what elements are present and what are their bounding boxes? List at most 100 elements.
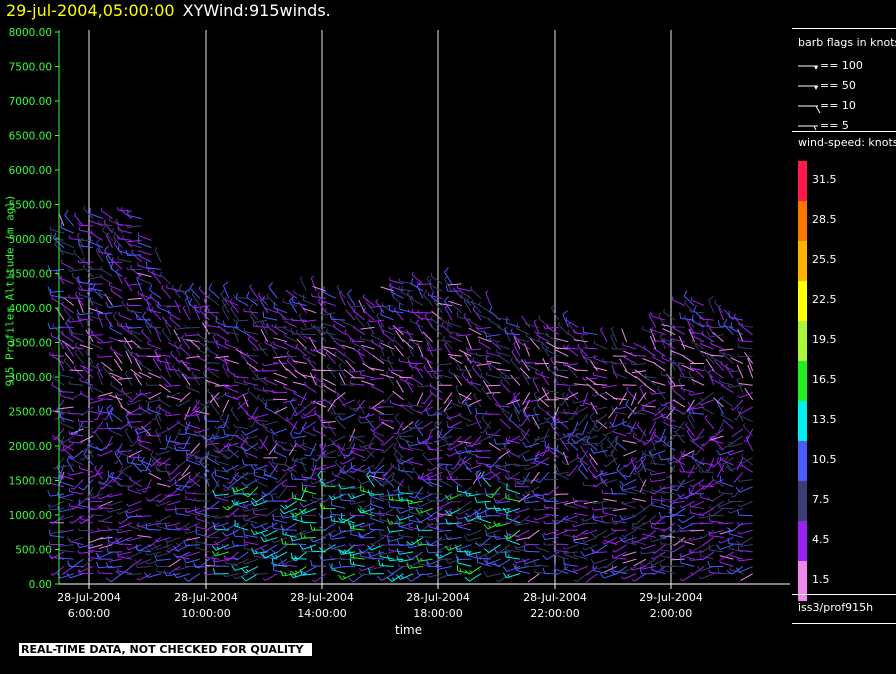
barb-staff bbox=[310, 277, 317, 292]
wind-barb bbox=[79, 558, 94, 569]
wind-barb bbox=[120, 206, 133, 220]
wind-barb bbox=[250, 522, 268, 529]
barb-staff bbox=[156, 305, 171, 307]
barb-half-feather bbox=[456, 511, 460, 515]
barb-staff bbox=[284, 335, 298, 343]
barb-staff bbox=[99, 293, 113, 299]
barb-half-feather bbox=[230, 305, 233, 309]
barb-staff bbox=[129, 558, 142, 568]
barb-half-feather bbox=[481, 415, 485, 419]
wind-barb bbox=[183, 573, 201, 582]
barb-half-feather bbox=[90, 230, 93, 234]
wind-barb bbox=[405, 378, 414, 393]
barb-half-feather bbox=[161, 284, 164, 288]
wind-barb bbox=[225, 508, 239, 518]
barb-half-feather bbox=[295, 329, 298, 333]
wind-barb bbox=[77, 276, 94, 285]
wind-barb bbox=[247, 387, 259, 401]
barb-staff bbox=[60, 241, 74, 249]
wind-barb bbox=[310, 323, 326, 328]
barb-half-feather bbox=[471, 299, 474, 303]
barb-half-feather bbox=[264, 538, 268, 542]
barb-staff bbox=[185, 536, 200, 541]
wind-barb bbox=[60, 238, 74, 249]
barb-staff bbox=[168, 565, 181, 575]
wind-barb bbox=[184, 551, 200, 557]
barb-feather bbox=[175, 487, 182, 491]
wind-barb bbox=[172, 363, 181, 379]
wind-barb bbox=[310, 348, 326, 352]
barb-half-feather bbox=[167, 479, 171, 482]
barb-staff bbox=[362, 362, 375, 372]
wind-barb bbox=[66, 572, 84, 579]
barb-half-feather bbox=[417, 533, 420, 537]
barb-feather bbox=[242, 458, 245, 465]
barb-half-feather bbox=[52, 437, 56, 441]
barb-staff bbox=[225, 343, 239, 350]
wind-barb bbox=[321, 421, 336, 424]
barb-staff bbox=[311, 326, 326, 328]
barb-staff bbox=[69, 268, 84, 272]
barb-staff bbox=[234, 565, 249, 571]
wind-barb bbox=[137, 534, 152, 538]
barb-staff bbox=[157, 500, 171, 507]
wind-barb bbox=[77, 259, 94, 264]
barb-feather bbox=[311, 457, 317, 462]
wind-barb bbox=[235, 322, 249, 336]
wind-barb bbox=[127, 243, 142, 249]
barb-feather bbox=[47, 265, 51, 272]
wind-barb bbox=[117, 464, 133, 473]
barb-staff bbox=[350, 305, 365, 308]
barb-staff bbox=[438, 363, 453, 366]
barb-half-feather bbox=[155, 432, 159, 436]
barb-half-feather bbox=[270, 341, 274, 345]
wind-barb bbox=[218, 414, 230, 428]
wind-barb bbox=[129, 435, 142, 447]
barb-half-feather bbox=[97, 395, 100, 399]
wind-barb bbox=[68, 330, 84, 336]
barb-feather bbox=[264, 401, 267, 408]
barb-half-feather bbox=[255, 530, 258, 534]
barb-half-feather bbox=[407, 309, 410, 313]
barb-half-feather bbox=[475, 490, 478, 494]
barb-staff bbox=[496, 344, 511, 350]
barb-feather bbox=[150, 449, 155, 456]
barb-staff bbox=[292, 435, 307, 439]
barb-staff bbox=[179, 346, 191, 357]
barb-staff bbox=[438, 463, 453, 466]
wind-barb bbox=[444, 544, 462, 551]
barb-staff bbox=[147, 499, 162, 502]
barb-half-feather bbox=[149, 293, 153, 297]
wind-barb bbox=[500, 379, 511, 393]
wind-barb bbox=[284, 320, 298, 328]
wind-barb bbox=[204, 365, 220, 372]
barb-half-feather bbox=[111, 256, 114, 260]
wind-barb bbox=[165, 392, 181, 399]
barb-staff bbox=[235, 298, 249, 307]
barb-half-feather bbox=[184, 563, 187, 567]
barb-staff bbox=[110, 412, 123, 422]
wind-barb bbox=[203, 541, 220, 546]
barb-staff bbox=[224, 331, 239, 336]
barb-half-feather bbox=[154, 348, 158, 352]
barb-half-feather bbox=[417, 281, 420, 285]
barb-staff bbox=[331, 513, 346, 517]
barb-staff bbox=[333, 326, 346, 335]
wind-barb bbox=[234, 471, 249, 480]
barb-staff bbox=[60, 250, 74, 256]
barb-feather bbox=[261, 494, 264, 501]
barb-staff bbox=[62, 296, 75, 306]
barb-staff bbox=[59, 507, 74, 513]
wind-barb bbox=[181, 335, 191, 350]
barb-staff bbox=[99, 450, 113, 457]
barb-half-feather bbox=[301, 331, 303, 335]
barb-staff bbox=[98, 341, 113, 344]
wind-barb bbox=[294, 369, 307, 379]
barb-half-feather bbox=[302, 405, 306, 409]
barb-staff bbox=[89, 342, 104, 350]
barb-feather bbox=[211, 470, 217, 476]
barb-half-feather bbox=[172, 363, 175, 367]
barb-staff bbox=[401, 405, 414, 415]
barb-half-feather bbox=[439, 554, 443, 558]
barb-half-feather bbox=[196, 353, 199, 357]
